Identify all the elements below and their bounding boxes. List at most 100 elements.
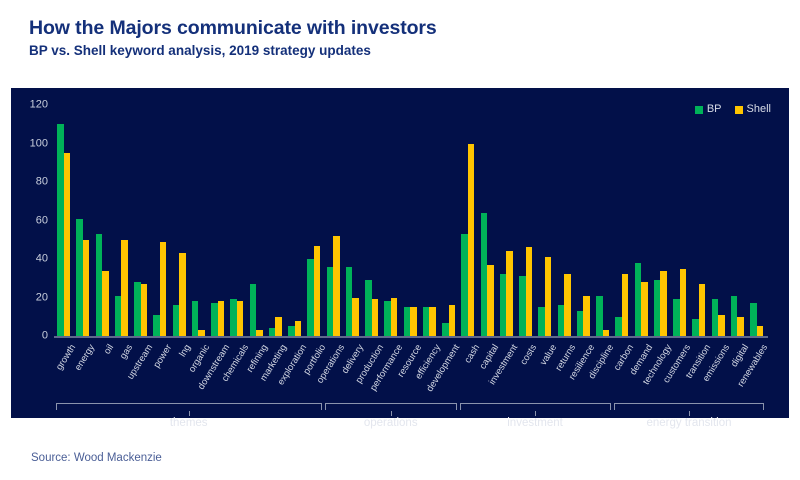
- bar-group: [324, 105, 343, 336]
- bar-bp-operations[interactable]: [326, 266, 334, 336]
- bar-shell-digital[interactable]: [737, 316, 744, 336]
- bar-group: [93, 105, 112, 336]
- bar-bp-demand[interactable]: [634, 262, 642, 336]
- bar-bp-digital[interactable]: [730, 295, 738, 336]
- legend-item-shell[interactable]: Shell: [734, 104, 771, 115]
- bar-shell-operations[interactable]: [333, 235, 340, 336]
- bar-bp-efficiency[interactable]: [422, 307, 430, 336]
- bar-bp-delivery[interactable]: [345, 266, 353, 336]
- bar-bp-value[interactable]: [538, 307, 545, 336]
- plot-area: 0 20 40 60 80 100 120: [30, 99, 766, 341]
- bar-shell-power[interactable]: [159, 241, 167, 336]
- bar-bp-marketing[interactable]: [268, 328, 276, 336]
- bar-shell-gas[interactable]: [121, 239, 128, 336]
- bar-shell-customers[interactable]: [679, 268, 687, 336]
- bar-bp-energy[interactable]: [76, 218, 83, 336]
- bar-bp-returns[interactable]: [557, 305, 565, 336]
- bar-bp-organic[interactable]: [191, 301, 199, 336]
- bar-shell-performance[interactable]: [390, 297, 398, 336]
- bar-bp-power[interactable]: [153, 314, 160, 336]
- x-axis-label-costs: costs: [517, 342, 539, 367]
- page-title: How the Majors communicate with investor…: [29, 17, 437, 39]
- bar-shell-value[interactable]: [544, 257, 552, 336]
- bar-shell-capital[interactable]: [487, 264, 494, 336]
- bar-group: [747, 105, 766, 336]
- bar-bp-lng[interactable]: [172, 305, 180, 336]
- bar-shell-organic[interactable]: [198, 330, 205, 336]
- bar-shell-technology[interactable]: [660, 270, 667, 336]
- bar-bp-refining[interactable]: [249, 284, 257, 336]
- bar-shell-returns[interactable]: [564, 274, 571, 336]
- bar-shell-emissions[interactable]: [718, 314, 725, 336]
- bar-shell-upstream[interactable]: [140, 284, 148, 336]
- bar-groups: [54, 105, 766, 336]
- bar-shell-lng[interactable]: [179, 253, 186, 336]
- bar-shell-downstream[interactable]: [217, 301, 225, 336]
- bar-shell-marketing[interactable]: [275, 316, 282, 336]
- legend-item-bp[interactable]: BP: [694, 104, 722, 115]
- bar-shell-carbon[interactable]: [621, 274, 629, 336]
- bar-bp-resource[interactable]: [403, 307, 411, 336]
- bar-bp-resilience[interactable]: [576, 310, 584, 336]
- bar-bp-exploration[interactable]: [288, 326, 295, 336]
- bar-shell-resilience[interactable]: [583, 295, 590, 336]
- bar-bp-performance[interactable]: [384, 301, 391, 336]
- bar-bp-development[interactable]: [442, 322, 449, 336]
- bar-bp-cash[interactable]: [461, 233, 468, 336]
- bar-bp-upstream[interactable]: [134, 282, 141, 336]
- bar-bp-discipline[interactable]: [596, 295, 603, 336]
- bar-shell-demand[interactable]: [641, 282, 648, 336]
- y-tick-label: 120: [29, 98, 48, 111]
- bar-shell-renewables[interactable]: [756, 326, 764, 336]
- bar-bp-chemicals[interactable]: [230, 299, 237, 336]
- bar-bp-transition[interactable]: [692, 318, 699, 336]
- bar-shell-resource[interactable]: [410, 307, 417, 336]
- bar-bp-customers[interactable]: [673, 299, 680, 336]
- bar-bp-downstream[interactable]: [211, 303, 218, 336]
- bar-bp-oil[interactable]: [95, 233, 103, 336]
- bar-shell-chemicals[interactable]: [236, 301, 244, 336]
- x-axis-label-lng: lng: [176, 342, 193, 359]
- bar-group: [574, 105, 593, 336]
- bar-shell-delivery[interactable]: [352, 297, 359, 336]
- bar-shell-costs[interactable]: [525, 247, 533, 336]
- bar-bp-carbon[interactable]: [615, 316, 622, 336]
- bar-group: [54, 105, 73, 336]
- bar-bp-technology[interactable]: [653, 280, 661, 336]
- bar-bp-production[interactable]: [365, 280, 372, 336]
- bar-shell-energy[interactable]: [82, 239, 90, 336]
- y-tick-label: 100: [29, 137, 48, 149]
- bar-group: [632, 105, 651, 336]
- bar-group: [420, 105, 439, 336]
- bar-bp-costs[interactable]: [519, 276, 526, 336]
- bar-shell-oil[interactable]: [102, 270, 109, 336]
- bar-shell-discipline[interactable]: [602, 330, 610, 336]
- x-axis-label-oil: oil: [101, 342, 116, 356]
- group-bracket-operations: operations: [324, 403, 457, 429]
- group-bracket-energy-transition: energy transition: [613, 403, 765, 429]
- bar-shell-efficiency[interactable]: [429, 307, 436, 336]
- bar-shell-growth[interactable]: [63, 153, 71, 336]
- bar-bp-gas[interactable]: [114, 295, 122, 336]
- bar-shell-investment[interactable]: [506, 251, 513, 336]
- bar-group: [709, 105, 728, 336]
- bar-bp-growth[interactable]: [57, 124, 64, 336]
- x-axis-line: [54, 336, 768, 338]
- bar-bp-investment[interactable]: [499, 274, 507, 336]
- bar-group: [208, 105, 227, 336]
- bar-shell-cash[interactable]: [467, 143, 475, 336]
- bar-bp-emissions[interactable]: [711, 299, 719, 336]
- y-tick-label: 40: [35, 252, 48, 265]
- bar-shell-exploration[interactable]: [294, 320, 302, 336]
- bar-shell-production[interactable]: [371, 299, 379, 336]
- bar-shell-portfolio[interactable]: [313, 245, 321, 336]
- bracket-tick: [390, 411, 392, 416]
- legend-swatch-icon: [734, 105, 743, 114]
- bar-bp-portfolio[interactable]: [307, 259, 314, 336]
- bar-group: [304, 105, 323, 336]
- bar-shell-transition[interactable]: [698, 284, 706, 336]
- bar-bp-renewables[interactable]: [750, 303, 757, 336]
- bar-bp-capital[interactable]: [480, 212, 488, 336]
- bar-shell-development[interactable]: [448, 305, 456, 336]
- bar-shell-refining[interactable]: [256, 330, 263, 336]
